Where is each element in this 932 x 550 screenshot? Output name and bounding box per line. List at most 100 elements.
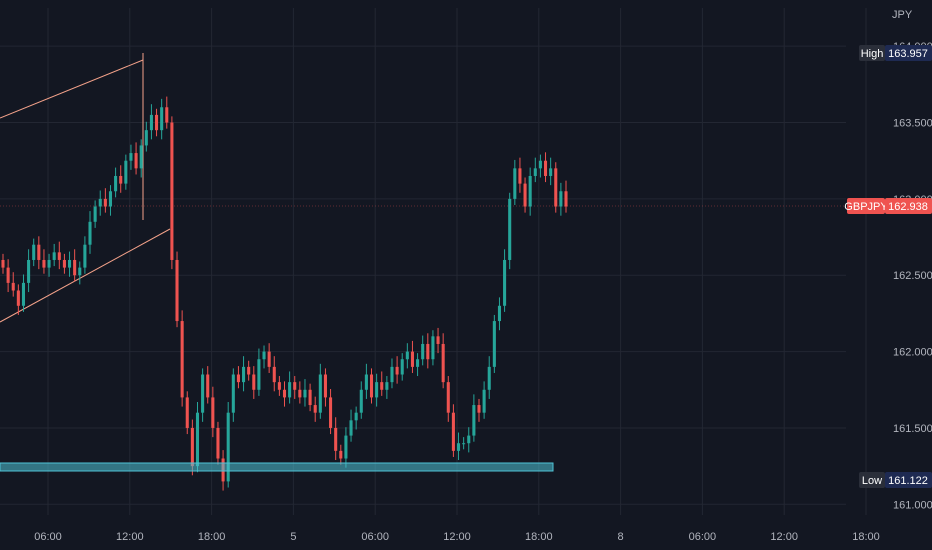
y-tick-label: 161.500 — [893, 423, 932, 435]
candle-body — [533, 168, 537, 176]
candle-body — [359, 389, 363, 413]
candle-body — [37, 244, 41, 260]
candle-body — [462, 443, 466, 445]
candle-body — [73, 259, 77, 276]
trendline-upper[interactable] — [0, 59, 144, 119]
candle-body — [155, 114, 159, 131]
x-tick-label: 12:00 — [116, 531, 144, 543]
candle-body — [538, 160, 542, 169]
high-label: High 163.957 — [859, 45, 932, 61]
candle-body — [27, 259, 31, 283]
candle-body — [543, 160, 548, 176]
candle-body — [344, 435, 348, 459]
x-tick-label: 06:00 — [689, 531, 717, 543]
x-tick-label: 5 — [290, 531, 296, 543]
low-label-text: Low — [862, 475, 882, 487]
candle-body — [52, 252, 56, 260]
candle-body — [1, 259, 5, 268]
candle-body — [456, 443, 461, 451]
candle-body — [252, 374, 256, 390]
x-tick-label: 8 — [618, 531, 624, 543]
candle-body — [513, 168, 517, 199]
candle-body — [308, 389, 312, 406]
candle-body — [78, 267, 82, 276]
candle-body — [149, 114, 153, 131]
candle-body — [451, 412, 455, 451]
candle-body — [185, 397, 189, 428]
candle-body — [436, 336, 440, 344]
candle-body — [318, 374, 322, 413]
candle-body — [303, 389, 307, 398]
low-label-box — [859, 472, 885, 488]
candle-body — [267, 351, 271, 367]
currency-label: JPY — [892, 9, 913, 21]
x-tick-label: 18:00 — [852, 531, 880, 543]
candle-body — [119, 175, 123, 184]
candle-body — [262, 351, 266, 360]
candle-body — [497, 305, 501, 322]
candle-body — [431, 336, 435, 360]
symbol-price-label: GBPJPY 162.938 — [844, 198, 932, 214]
candle-body — [21, 282, 26, 306]
high-value-box — [885, 45, 932, 61]
candle-body — [282, 389, 287, 398]
candle-body — [62, 259, 66, 268]
candle-body — [313, 405, 317, 413]
candle-body — [165, 107, 169, 123]
candle-body — [380, 382, 384, 390]
candle-body — [160, 107, 164, 131]
trend-channel[interactable] — [0, 53, 171, 323]
last-price-box — [885, 198, 932, 214]
candle-body — [446, 382, 450, 413]
candle-body — [247, 366, 251, 375]
candle-body — [329, 397, 333, 428]
candle-body — [272, 366, 276, 383]
candle-body — [467, 435, 471, 444]
candle-body — [242, 366, 246, 383]
candle-body — [323, 374, 327, 398]
candle-body — [564, 191, 568, 207]
candle-body — [16, 290, 20, 306]
candle-body — [134, 153, 138, 169]
candle-body — [334, 427, 338, 451]
x-tick-label: 12:00 — [770, 531, 798, 543]
support-zone[interactable] — [0, 462, 554, 472]
trendline-lower[interactable] — [0, 228, 171, 323]
candle-body — [144, 130, 148, 146]
candle-body — [195, 412, 200, 467]
high-label-text: High — [861, 48, 884, 60]
candle-body — [6, 267, 10, 283]
candle-body — [441, 343, 445, 383]
candle-body — [518, 168, 522, 184]
x-tick-label: 06:00 — [34, 531, 62, 543]
candle-body — [175, 259, 179, 322]
candle-body — [421, 343, 425, 360]
x-tick-label: 06:00 — [361, 531, 389, 543]
x-tick-label: 18:00 — [198, 531, 226, 543]
low-value-text: 161.122 — [888, 475, 928, 487]
candle-body — [139, 145, 143, 169]
high-label-box — [859, 45, 885, 61]
candle-body — [523, 183, 527, 207]
candle-body — [277, 382, 281, 390]
candle-body — [293, 382, 297, 390]
high-value-text: 163.957 — [888, 48, 928, 60]
x-tick-label: 18:00 — [525, 531, 553, 543]
candle-body — [236, 374, 240, 383]
candle-body — [226, 412, 230, 482]
y-tick-label: 162.500 — [893, 270, 932, 282]
candle-body — [477, 405, 481, 413]
candle-body — [257, 359, 261, 390]
candle-body — [32, 244, 36, 260]
symbol-label-box — [847, 198, 885, 214]
candle-body — [170, 122, 174, 260]
y-tick-label: 163.500 — [893, 118, 932, 130]
candle-body — [492, 321, 496, 367]
candle-body — [369, 374, 374, 398]
candle-body — [298, 389, 302, 398]
candle-body — [93, 206, 97, 222]
candle-body — [47, 259, 51, 268]
candle-body — [528, 175, 532, 207]
candle-body — [103, 198, 107, 207]
